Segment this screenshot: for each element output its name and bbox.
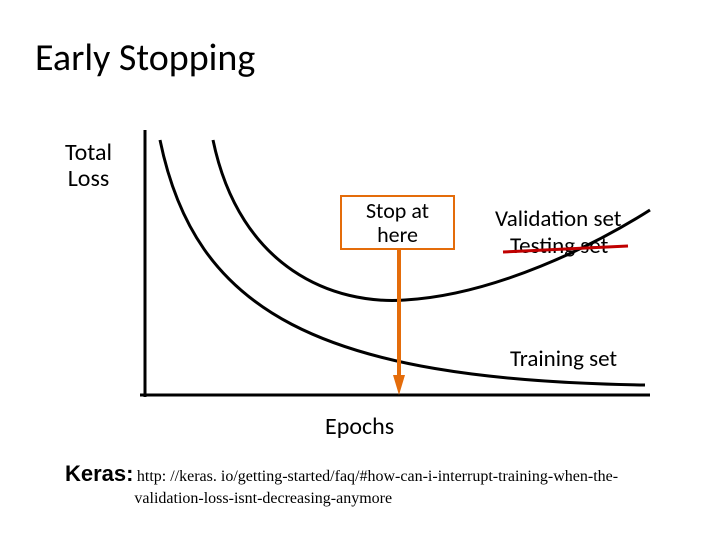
ylabel-line2: Loss	[68, 164, 110, 193]
validation-set-label: Validation set	[495, 205, 621, 233]
page-title: Early Stopping	[35, 35, 255, 81]
keras-url-line2: validation-loss-isnt-decreasing-anymore	[134, 490, 392, 507]
ylabel-line1: Total	[65, 138, 112, 167]
x-axis-label: Epochs	[325, 412, 394, 441]
keras-prefix: Keras:	[65, 461, 133, 486]
callout-line2: here	[377, 221, 418, 248]
stop-callout: Stop at here	[340, 195, 455, 250]
testing-set-label: Testing set	[510, 232, 608, 260]
y-axis-label: Total Loss	[65, 140, 112, 193]
training-set-label: Training set	[510, 345, 617, 373]
footer-reference: Keras: http: //keras. io/getting-started…	[65, 460, 690, 509]
stop-arrow-icon	[393, 250, 405, 395]
keras-url-line1: http: //keras. io/getting-started/faq/#h…	[137, 468, 618, 485]
